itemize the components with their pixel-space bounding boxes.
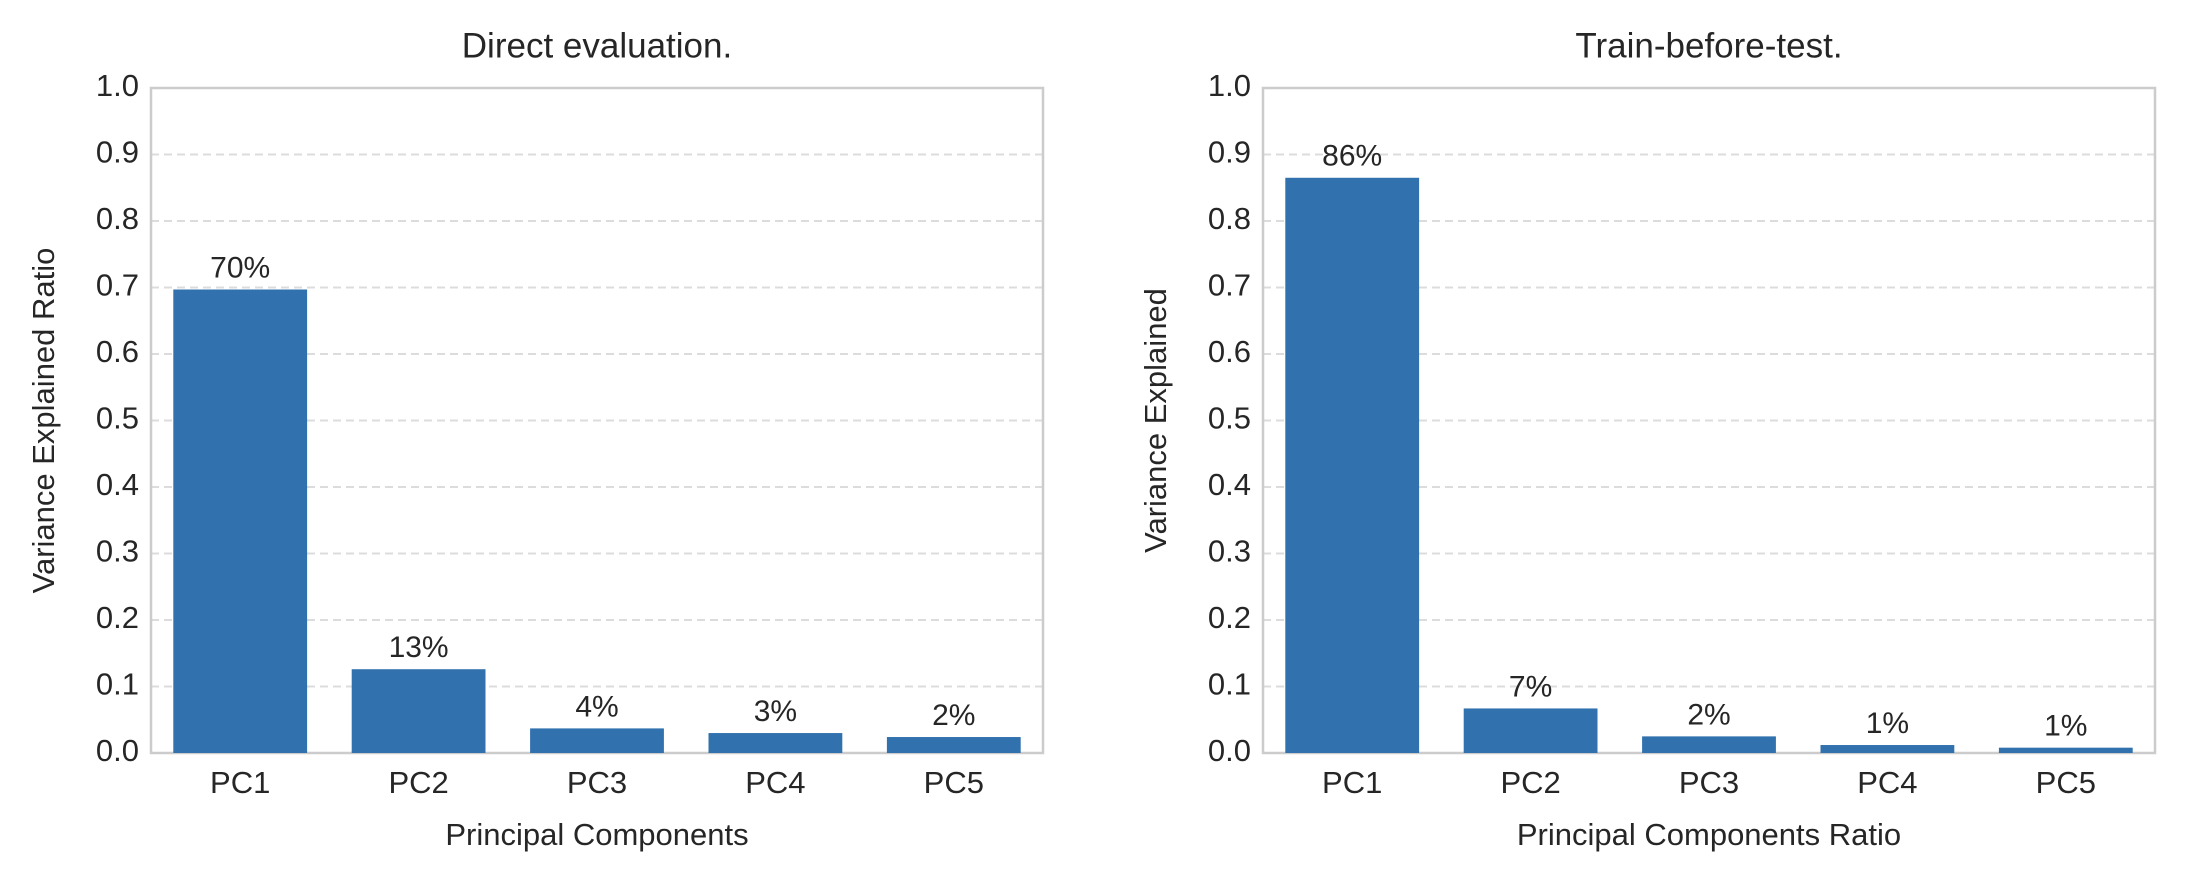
bar: [530, 728, 664, 753]
y-tick-label: 0.1: [96, 667, 139, 702]
y-tick-label: 0.5: [1208, 401, 1251, 436]
x-tick-label: PC4: [745, 765, 805, 800]
chart-title: Train-before-test.: [1575, 26, 1842, 65]
bar: [1285, 177, 1420, 753]
y-tick-label: 0.9: [1208, 135, 1251, 170]
y-axis-label: Variance Explained: [1138, 288, 1173, 553]
y-tick-label: 1.0: [96, 68, 139, 103]
x-axis-label: Principal Components: [445, 817, 748, 852]
x-tick-label: PC3: [567, 765, 627, 800]
x-tick-label: PC5: [2036, 765, 2096, 800]
y-tick-label: 0.8: [96, 201, 139, 236]
y-tick-label: 0.4: [96, 467, 139, 502]
value-label: 1%: [1866, 707, 1909, 740]
chart-title: Direct evaluation.: [462, 26, 732, 65]
value-label: 2%: [1687, 698, 1730, 731]
y-tick-label: 0.5: [96, 401, 139, 436]
value-label: 3%: [754, 695, 797, 728]
bar: [173, 289, 308, 753]
x-tick-label: PC4: [1857, 765, 1917, 800]
x-tick-label: PC2: [1500, 765, 1560, 800]
value-label: 70%: [210, 251, 270, 284]
bar: [1820, 745, 1955, 753]
value-label: 7%: [1509, 670, 1552, 703]
y-tick-label: 0.7: [96, 268, 139, 303]
x-tick-label: PC1: [210, 765, 270, 800]
value-label: 2%: [932, 699, 975, 732]
y-tick-label: 0.2: [96, 600, 139, 635]
x-tick-label: PC1: [1322, 765, 1382, 800]
y-tick-label: 1.0: [1208, 68, 1251, 103]
value-label: 1%: [2044, 710, 2087, 743]
x-tick-label: PC5: [924, 765, 984, 800]
y-tick-label: 0.0: [1208, 733, 1251, 768]
bar: [1642, 736, 1776, 753]
value-label: 13%: [389, 631, 449, 664]
bar: [351, 669, 486, 753]
bar: [1998, 747, 2133, 753]
y-tick-label: 0.3: [1208, 534, 1251, 569]
bar: [886, 737, 1021, 753]
y-tick-label: 0.4: [1208, 467, 1251, 502]
y-tick-label: 0.2: [1208, 600, 1251, 635]
x-tick-label: PC2: [388, 765, 448, 800]
y-tick-label: 0.6: [1208, 334, 1251, 369]
x-tick-label: PC3: [1679, 765, 1739, 800]
y-axis-label: Variance Explained Ratio: [26, 248, 61, 594]
y-tick-label: 0.3: [96, 534, 139, 569]
y-tick-label: 0.9: [96, 135, 139, 170]
value-label: 86%: [1322, 140, 1382, 173]
y-tick-label: 0.6: [96, 334, 139, 369]
value-label: 4%: [575, 690, 618, 723]
bar: [708, 733, 843, 753]
y-tick-label: 0.1: [1208, 667, 1251, 702]
y-tick-label: 0.0: [96, 733, 139, 768]
bar: [1463, 708, 1598, 753]
y-tick-label: 0.7: [1208, 268, 1251, 303]
y-tick-label: 0.8: [1208, 201, 1251, 236]
x-axis-label: Principal Components Ratio: [1517, 817, 1901, 852]
